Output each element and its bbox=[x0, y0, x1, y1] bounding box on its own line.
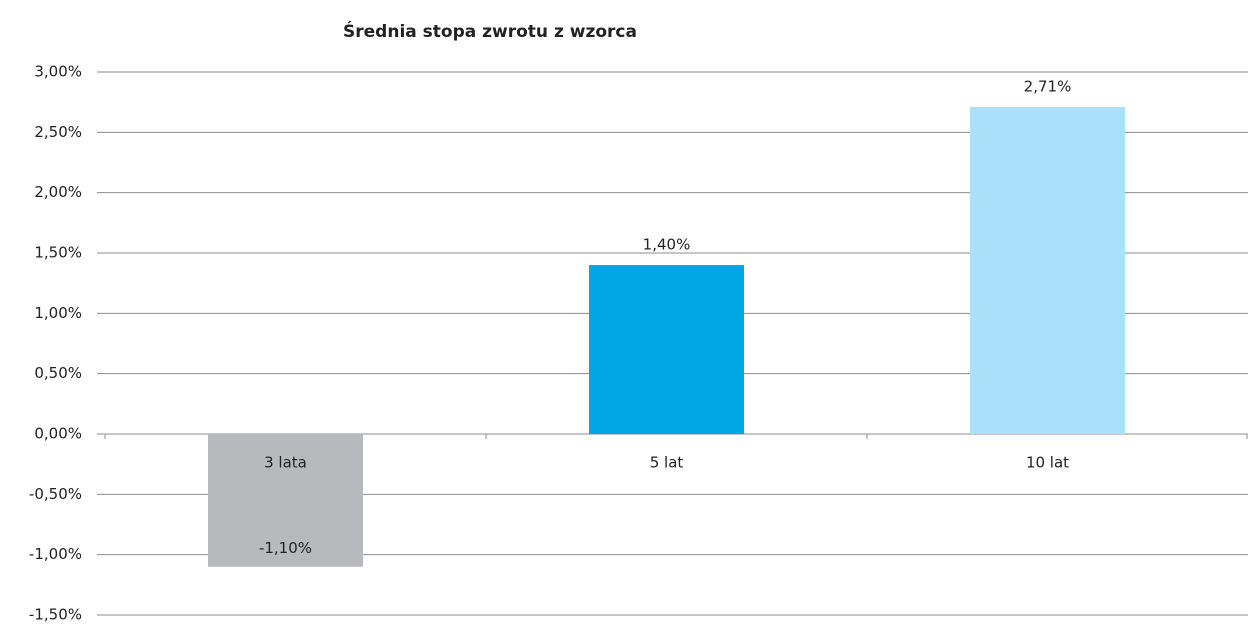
y-tick-label: 2,00% bbox=[34, 183, 82, 201]
y-tick-label: 0,50% bbox=[34, 364, 82, 382]
data-label: 1,40% bbox=[643, 236, 691, 254]
y-tick-label: -1,00% bbox=[29, 545, 82, 563]
y-tick-label: 1,50% bbox=[34, 244, 82, 262]
bar bbox=[208, 434, 363, 567]
data-label: 2,71% bbox=[1024, 77, 1072, 95]
y-tick-label: -0,50% bbox=[29, 485, 82, 503]
chart-title: Średnia stopa zwrotu z wzorca bbox=[343, 20, 637, 42]
x-tick-label: 10 lat bbox=[1026, 454, 1069, 472]
x-tick-label: 5 lat bbox=[650, 454, 684, 472]
bar bbox=[589, 265, 744, 434]
bar bbox=[970, 106, 1125, 434]
y-tick-label: -1,50% bbox=[29, 606, 82, 624]
x-tick-label: 3 lata bbox=[264, 454, 307, 472]
y-tick-label: 3,00% bbox=[34, 63, 82, 81]
y-tick-label: 2,50% bbox=[34, 123, 82, 141]
y-tick-label: 0,00% bbox=[34, 425, 82, 443]
data-label: -1,10% bbox=[259, 539, 312, 557]
y-tick-label: 1,00% bbox=[34, 304, 82, 322]
